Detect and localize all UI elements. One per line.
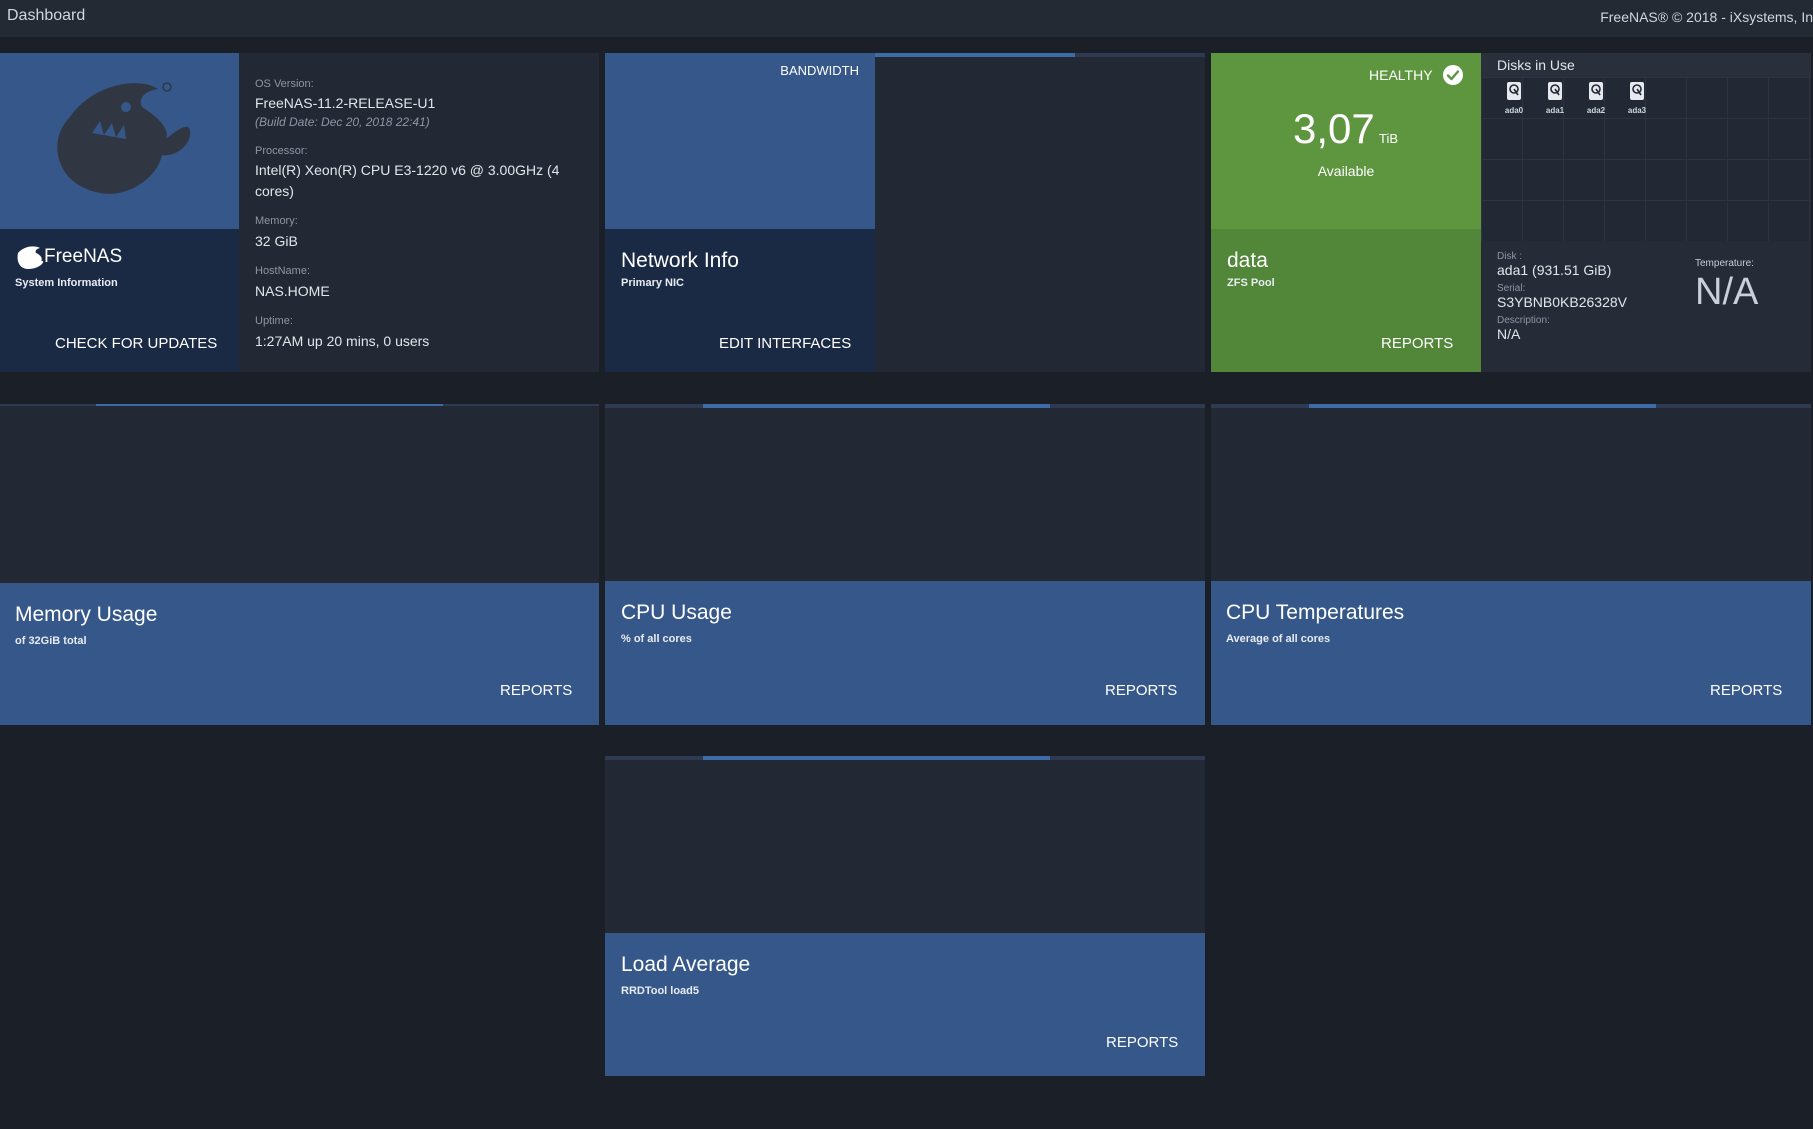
system-info-card: FreeNAS System Information CHECK FOR UPD…	[0, 53, 599, 372]
hostname-value: NAS.HOME	[255, 283, 330, 299]
os-version-value: FreeNAS-11.2-RELEASE-U1	[255, 95, 436, 111]
hard-disk-icon	[1548, 82, 1562, 100]
load-average-title: Load Average	[621, 953, 751, 976]
pool-card: HEALTHY 3,07 TiB Available data ZFS Pool…	[1211, 53, 1811, 372]
disk-item-ada1[interactable]: ada1	[1539, 81, 1571, 115]
top-bar: Dashboard FreeNAS® © 2018 - iXsystems, I…	[0, 0, 1813, 38]
cpu-temperatures-subtitle: Average of all cores	[1226, 633, 1331, 645]
disk-label: ada1	[1545, 106, 1565, 115]
serial-value: S3YBNB0KB26328V	[1497, 294, 1627, 310]
edit-interfaces-button[interactable]: EDIT INTERFACES	[719, 335, 852, 352]
cpu-temperatures-panel: CPU Temperatures Average of all cores RE…	[1211, 581, 1811, 725]
memory-usage-subtitle: of 32GiB total	[15, 635, 87, 647]
serial-label: Serial:	[1497, 283, 1526, 294]
cpu-usage-panel: CPU Usage % of all cores REPORTS	[605, 581, 1205, 725]
bandwidth-panel: BANDWIDTH	[605, 53, 875, 229]
pool-reports-button[interactable]: REPORTS	[1381, 335, 1454, 352]
disks-grid	[1481, 77, 1811, 241]
memory-loading-bar-fill	[96, 404, 443, 406]
cpu-temperatures-card: CPU Temperatures Average of all cores RE…	[1211, 404, 1811, 725]
memory-usage-title: Memory Usage	[15, 603, 158, 626]
memory-value: 32 GiB	[255, 233, 298, 249]
pool-available-value: 3,07	[1293, 105, 1375, 152]
cpu-temperatures-title: CPU Temperatures	[1226, 601, 1405, 624]
cpu-temp-loading-bar-fill	[1309, 404, 1656, 408]
disk-item-ada2[interactable]: ada2	[1580, 81, 1612, 115]
bandwidth-label: BANDWIDTH	[780, 63, 859, 78]
freenas-brand-text: FreeNAS	[44, 246, 123, 267]
build-date-value: (Build Date: Dec 20, 2018 22:41)	[255, 115, 430, 129]
description-label: Description:	[1497, 315, 1550, 326]
freenas-logo-icon	[17, 246, 44, 269]
hard-disk-icon	[1507, 82, 1521, 100]
pool-type: ZFS Pool	[1227, 277, 1275, 289]
pool-available-unit: TiB	[1379, 131, 1399, 146]
processor-value-line2: cores)	[255, 183, 294, 199]
load-average-panel: Load Average RRDTool load5 REPORTS	[605, 933, 1205, 1076]
network-info-title: Network Info	[621, 249, 739, 272]
memory-usage-card: Memory Usage of 32GiB total REPORTS	[0, 404, 599, 725]
page-title: Dashboard	[7, 7, 86, 24]
system-logo-panel	[0, 53, 239, 229]
disk-label: ada3	[1627, 106, 1647, 115]
processor-value-line1: Intel(R) Xeon(R) CPU E3-1220 v6 @ 3.00GH…	[255, 162, 560, 178]
pool-info-panel: data ZFS Pool REPORTS	[1211, 229, 1481, 372]
copyright-text: FreeNAS® © 2018 - iXsystems, In	[1600, 9, 1813, 25]
temperature-value: N/A	[1695, 271, 1759, 313]
description-value: N/A	[1497, 326, 1521, 342]
memory-label: Memory:	[255, 215, 298, 227]
uptime-value: 1:27AM up 20 mins, 0 users	[255, 333, 430, 349]
cpu-usage-card: CPU Usage % of all cores REPORTS	[605, 404, 1205, 725]
pool-name: data	[1227, 249, 1268, 272]
network-info-subtitle: Primary NIC	[621, 277, 684, 289]
check-circle-icon	[1443, 65, 1463, 85]
disk-details-panel: Disk : ada1 (931.51 GiB) Serial: S3YBNB0…	[1481, 241, 1811, 372]
cpu-temp-reports-button[interactable]: REPORTS	[1710, 682, 1783, 699]
pool-health-text: HEALTHY	[1369, 67, 1433, 83]
load-reports-button[interactable]: REPORTS	[1106, 1034, 1179, 1051]
uptime-label: Uptime:	[255, 315, 293, 327]
freenas-shark-icon	[57, 82, 191, 194]
hard-disk-icon	[1589, 82, 1603, 100]
disk-label: ada0	[1504, 106, 1524, 115]
disk-item-ada3[interactable]: ada3	[1621, 81, 1653, 115]
disk-detail-label: Disk :	[1497, 251, 1522, 262]
load-average-subtitle: RRDTool load5	[621, 985, 700, 997]
cpu-usage-subtitle: % of all cores	[621, 633, 692, 645]
cpu-loading-bar-fill	[703, 404, 1050, 408]
load-loading-bar-fill	[703, 756, 1050, 760]
system-info-subtitle: System Information	[15, 277, 118, 289]
network-info-panel: Network Info Primary NIC EDIT INTERFACES	[605, 229, 875, 372]
check-updates-button[interactable]: CHECK FOR UPDATES	[55, 335, 218, 352]
disks-title: Disks in Use	[1497, 57, 1575, 73]
network-loading-bar-fill	[875, 53, 1075, 57]
system-brand-panel: FreeNAS System Information CHECK FOR UPD…	[0, 229, 239, 372]
hostname-label: HostName:	[255, 265, 311, 277]
network-card: BANDWIDTH Network Info Primary NIC EDIT …	[605, 53, 1205, 372]
disk-detail-value: ada1 (931.51 GiB)	[1497, 262, 1612, 278]
disks-header: Disks in Use	[1481, 53, 1811, 77]
memory-reports-button[interactable]: REPORTS	[500, 682, 573, 699]
temperature-label: Temperature:	[1695, 258, 1754, 269]
disk-item-ada0[interactable]: ada0	[1498, 81, 1530, 115]
cpu-reports-button[interactable]: REPORTS	[1105, 682, 1178, 699]
os-version-label: OS Version:	[255, 78, 314, 90]
processor-label: Processor:	[255, 145, 308, 157]
pool-available-label: Available	[1317, 163, 1375, 179]
cpu-usage-title: CPU Usage	[621, 601, 732, 624]
pool-status-panel: HEALTHY 3,07 TiB Available	[1211, 53, 1481, 229]
disk-label: ada2	[1586, 106, 1606, 115]
hard-disk-icon	[1630, 82, 1644, 100]
memory-usage-panel: Memory Usage of 32GiB total REPORTS	[0, 583, 599, 725]
load-average-card: Load Average RRDTool load5 REPORTS	[605, 756, 1205, 1076]
